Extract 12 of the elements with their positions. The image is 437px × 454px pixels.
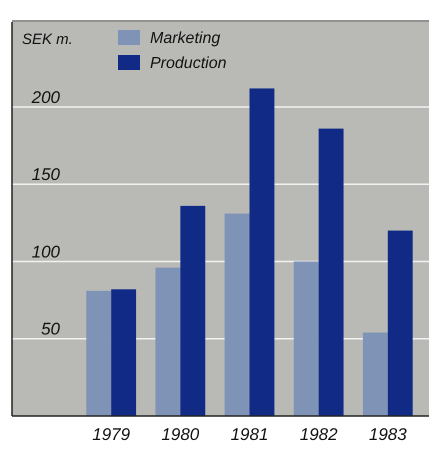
x-tick-label: 1981 bbox=[230, 425, 268, 444]
y-tick-label: 50 bbox=[41, 320, 61, 339]
legend-label: Marketing bbox=[150, 30, 220, 47]
x-tick-label: 1979 bbox=[92, 425, 131, 444]
y-axis-title: SEK m. bbox=[22, 31, 73, 48]
x-tick-label: 1982 bbox=[300, 425, 338, 444]
y-tick-label: 200 bbox=[30, 88, 61, 107]
y-tick-label: 100 bbox=[32, 242, 61, 262]
y-tick-label: 150 bbox=[32, 165, 61, 184]
legend-label: Production bbox=[150, 55, 227, 72]
x-tick-label: 1983 bbox=[368, 425, 408, 444]
x-tick-label: 1980 bbox=[161, 425, 200, 444]
